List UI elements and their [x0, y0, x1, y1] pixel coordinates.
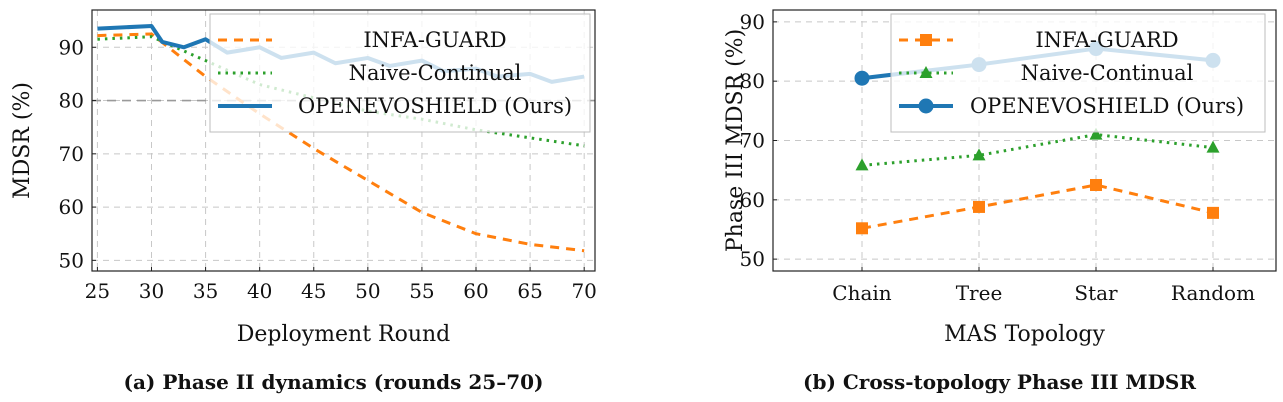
chart-a-xtick-label: 25	[85, 279, 110, 303]
chart-b-xlabel: MAS Topology	[944, 322, 1105, 347]
legend-box	[209, 13, 591, 133]
legend-label-infa: INFA-GUARD	[1035, 28, 1178, 52]
chart-a-xtick-label: 30	[139, 279, 164, 303]
chart-b-legend: INFA-GUARD Naive-Continual OPENEVOSHIELD (…	[890, 13, 1266, 133]
chart-b-point-naive-chain	[855, 158, 869, 171]
chart-b-xtick-random: Random	[1171, 281, 1255, 305]
chart-b-xtick-chain: Chain	[832, 281, 892, 305]
chart-b-series-naive	[861, 133, 1214, 167]
chart-b-point-infa-chain	[856, 222, 868, 235]
chart-a-xtick-label: 50	[355, 279, 380, 303]
legend-label-infa: INFA-GUARD	[363, 28, 506, 52]
chart-b-point-infa-tree	[973, 200, 985, 213]
chart-a-ylabel: MDSR (%)	[10, 82, 35, 199]
chart-a-ticks: 25 30 35 40 45 50 55 60 65 70 50 60 70 80 90	[59, 35, 597, 303]
legend-box	[890, 13, 1266, 133]
chart-a-xtick-label: 55	[409, 279, 434, 303]
chart-b-xtick-star: Star	[1074, 281, 1118, 305]
chart-b-ytick-label: 90	[740, 10, 765, 34]
chart-a-caption: (a) Phase II dynamics (rounds 25–70)	[123, 370, 543, 394]
chart-a-legend: INFA-GUARD Naive-Continual OPENEVOSHIELD (…	[209, 13, 591, 133]
chart-b-ticks: Chain Tree Star Random 50 60 70 80 90	[740, 10, 1256, 305]
chart-b-point-infa-random	[1207, 206, 1219, 219]
chart-b-caption: (b) Cross-topology Phase III MDSR	[803, 370, 1196, 394]
chart-b-point-oes-chain	[854, 70, 870, 86]
chart-a-xtick-label: 35	[193, 279, 218, 303]
chart-a-xlabel: Deployment Round	[237, 322, 451, 347]
chart-a-frame	[91, 9, 596, 272]
chart-a-series-infa	[97, 32, 585, 253]
chart-a-xtick-label: 45	[301, 279, 326, 303]
chart-b-point-naive-tree	[972, 148, 986, 161]
chart-b-point-infa-star	[1090, 178, 1102, 191]
chart-b-ytick-label: 80	[740, 69, 765, 93]
chart-a-ytick-label: 90	[59, 35, 84, 59]
chart-b: Chain Tree Star Random 50 60 70 80 90 MAS Topolo…	[723, 9, 1277, 394]
chart-b-ytick-label: 50	[740, 247, 765, 271]
chart-b-ylabel: Phase III MDSR (%)	[723, 29, 748, 252]
chart-a-ytick-label: 50	[59, 248, 84, 272]
chart-a: 25 30 35 40 45 50 55 60 65 70 50 60 70 80 90 Deploymen…	[10, 9, 597, 394]
chart-b-ytick-label: 70	[740, 129, 765, 153]
legend-label-oes: OPENEVOSHIELD (Ours)	[298, 94, 572, 118]
chart-a-xtick-label: 65	[517, 279, 542, 303]
chart-b-point-naive-star	[1089, 127, 1103, 140]
legend-marker-naive	[919, 66, 933, 78]
legend-marker-infa	[920, 34, 932, 46]
chart-b-point-naive-random	[1206, 140, 1220, 153]
legend-label-naive: Naive-Continual	[1021, 61, 1194, 85]
chart-a-ytick-label: 70	[59, 142, 84, 166]
chart-a-xtick-label: 40	[247, 279, 272, 303]
chart-a-ytick-label: 80	[59, 89, 84, 113]
chart-a-xtick-label: 60	[463, 279, 488, 303]
chart-a-ytick-label: 60	[59, 195, 84, 219]
legend-label-oes: OPENEVOSHIELD (Ours)	[970, 94, 1244, 118]
chart-a-xtick-label: 70	[571, 279, 596, 303]
legend-marker-oes	[918, 98, 934, 114]
chart-b-xtick-tree: Tree	[956, 281, 1003, 305]
chart-b-series-infa	[861, 183, 1214, 230]
legend-label-naive: Naive-Continual	[349, 61, 522, 85]
chart-b-ytick-label: 60	[740, 188, 765, 212]
